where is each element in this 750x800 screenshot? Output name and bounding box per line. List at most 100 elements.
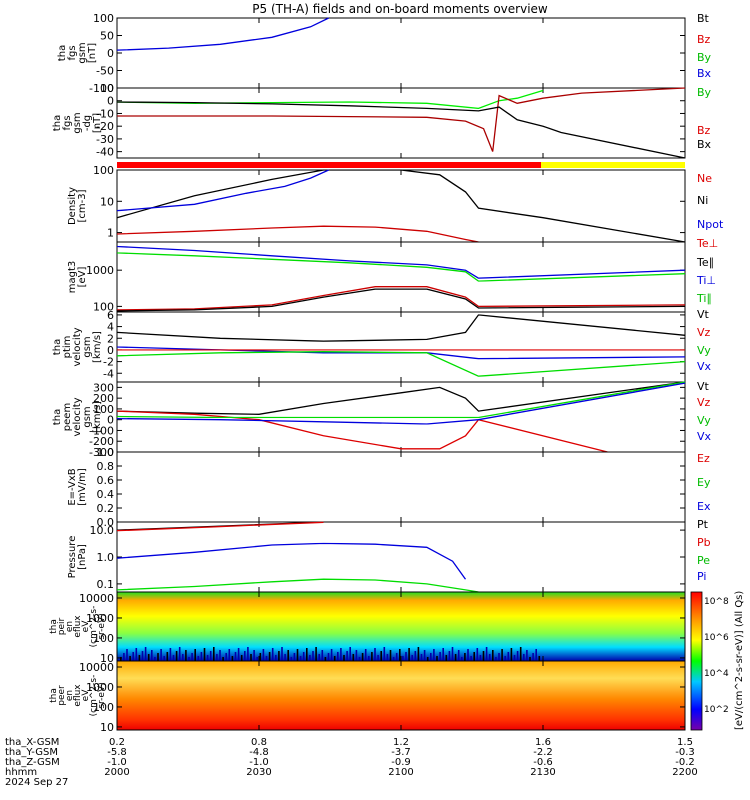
legend-entry: Vt bbox=[697, 380, 710, 393]
spectrogram-speckle bbox=[482, 651, 485, 661]
spectrogram-speckle bbox=[364, 649, 367, 661]
legend-entry: Npot bbox=[697, 218, 724, 231]
series-line-vt bbox=[117, 315, 685, 341]
figure-title: P5 (TH-A) fields and on-board moments ov… bbox=[252, 2, 548, 16]
x-axis-value: 1.6 bbox=[535, 737, 551, 748]
x-axis-row-label: tha_Y-GSM bbox=[5, 747, 58, 758]
spectrogram-speckle bbox=[464, 653, 466, 661]
spectrogram-speckle bbox=[231, 656, 234, 661]
spectrogram-speckle bbox=[253, 650, 255, 661]
x-axis-date: 2024 Sep 27 bbox=[5, 777, 68, 788]
spectrogram-speckle bbox=[488, 654, 491, 661]
y-axis-label: [nT] bbox=[87, 43, 98, 63]
y-tick-label: 0 bbox=[107, 344, 114, 357]
spectrogram-speckle bbox=[259, 653, 262, 661]
spectrogram-speckle bbox=[383, 647, 386, 661]
panel-7: 1.00.80.60.40.20.0 E=-VxB [mV/m] Ez Ey Ex bbox=[67, 446, 711, 529]
y-tick-label: 6 bbox=[107, 309, 114, 322]
legend-entry: Ez bbox=[697, 452, 710, 465]
spectrogram-speckle bbox=[312, 651, 314, 661]
spectrogram-speckle bbox=[498, 653, 500, 661]
colorbar-tick: 10^2 bbox=[704, 705, 729, 715]
spectrogram-speckle bbox=[529, 657, 531, 661]
y-tick-label: 1000 bbox=[86, 681, 114, 694]
y-tick-label: 0.6 bbox=[97, 474, 115, 487]
y-tick-label: -300 bbox=[89, 446, 114, 459]
legend-entry: Te⊥ bbox=[696, 237, 718, 250]
y-tick-label: 0 bbox=[107, 95, 114, 108]
spectrogram-speckle bbox=[430, 653, 432, 661]
spectrogram-speckle bbox=[185, 650, 187, 661]
y-axis-label: [km/s] bbox=[92, 401, 103, 433]
y-tick-label: 10000 bbox=[79, 661, 114, 674]
y-tick-label: 0.2 bbox=[97, 502, 115, 515]
y-tick-label: 100 bbox=[93, 403, 114, 416]
spectrogram-speckle bbox=[147, 654, 150, 661]
y-axis-label: tha bbox=[49, 619, 59, 634]
spectrogram-speckle bbox=[237, 648, 240, 661]
y-axis-label: gsm bbox=[82, 406, 93, 427]
spectrogram-speckle bbox=[209, 651, 212, 661]
mode-bar-yellow bbox=[541, 162, 685, 168]
series-line-ti⊥ bbox=[117, 247, 685, 279]
y-axis-label: gsm bbox=[82, 336, 93, 357]
spectrogram-speckle bbox=[414, 651, 417, 661]
legend-entry: Bx bbox=[697, 138, 712, 151]
colorbar-label: [eV/(cm^2-s-sr-eV)] (All Qs) bbox=[734, 591, 745, 730]
spectrogram-speckle bbox=[501, 649, 503, 661]
x-axis-value: 2000 bbox=[104, 767, 129, 778]
legend-entry: Ti⊥ bbox=[696, 274, 716, 287]
spectrogram-speckle bbox=[302, 652, 305, 661]
y-tick-label: -10 bbox=[96, 107, 114, 120]
spectrogram-speckle bbox=[423, 650, 426, 661]
spectrogram-speckle bbox=[461, 657, 463, 661]
y-tick-label: -20 bbox=[96, 120, 114, 133]
y-axis-label: tha bbox=[52, 115, 63, 131]
spectrogram-speckle bbox=[225, 653, 227, 661]
x-axis-value: 0.8 bbox=[251, 737, 267, 748]
y-axis-label: peir bbox=[57, 617, 67, 635]
spectrogram-speckle bbox=[454, 654, 457, 661]
spectrogram-speckle bbox=[495, 657, 497, 661]
spectrogram-speckle bbox=[411, 655, 413, 661]
spectrogram-speckle bbox=[420, 654, 423, 661]
spectrogram-speckle bbox=[392, 657, 395, 661]
x-axis-value: 2100 bbox=[388, 767, 413, 778]
legend-entry: Bz bbox=[697, 33, 711, 46]
x-axis-value: -0.2 bbox=[675, 757, 695, 768]
colorbar-scale bbox=[690, 591, 703, 731]
legend-entry: By bbox=[697, 51, 712, 64]
panel-frame bbox=[116, 311, 686, 383]
spectrogram-speckle bbox=[278, 651, 280, 661]
y-axis-label: velocity bbox=[72, 397, 83, 436]
spectrogram-speckle bbox=[194, 649, 196, 661]
y-axis-label: Pressure bbox=[67, 536, 78, 579]
spectrogram-speckle bbox=[306, 648, 308, 661]
y-axis-label: [mV/m] bbox=[77, 468, 88, 506]
spectrogram-speckle bbox=[144, 647, 147, 661]
legend-entry: Pt bbox=[697, 518, 709, 531]
x-axis-value: 2130 bbox=[530, 767, 555, 778]
series-line-te∥ bbox=[117, 289, 685, 311]
spectrogram-speckle bbox=[287, 650, 289, 661]
spectrogram-speckle bbox=[132, 652, 134, 661]
spectrogram-speckle bbox=[473, 652, 475, 661]
spectrogram-speckle bbox=[433, 649, 435, 661]
spectrogram-speckle bbox=[451, 647, 454, 661]
spectrogram-speckle bbox=[250, 654, 252, 661]
spectrogram-speckle bbox=[318, 654, 320, 661]
spectrogram-speckle bbox=[377, 655, 379, 661]
legend-entry: Ti∥ bbox=[696, 292, 712, 305]
panel-10: 10000 1000 100 10 thapeerenefluxeV(cm^2-s-sr… bbox=[49, 660, 686, 734]
spectrogram-speckle bbox=[178, 647, 181, 661]
series-line-pe bbox=[117, 579, 479, 592]
series-line-te⊥ bbox=[117, 287, 685, 310]
spectrogram-speckle bbox=[200, 652, 203, 661]
y-axis-label: gsm bbox=[72, 112, 83, 133]
spectrogram-speckle bbox=[129, 656, 131, 661]
y-tick-label: 10 bbox=[100, 652, 114, 665]
spectrogram-speckle bbox=[516, 651, 519, 661]
spectrogram-speckle bbox=[262, 649, 265, 661]
y-tick-label: 1000 bbox=[86, 264, 114, 277]
spectrogram-speckle bbox=[240, 655, 243, 661]
